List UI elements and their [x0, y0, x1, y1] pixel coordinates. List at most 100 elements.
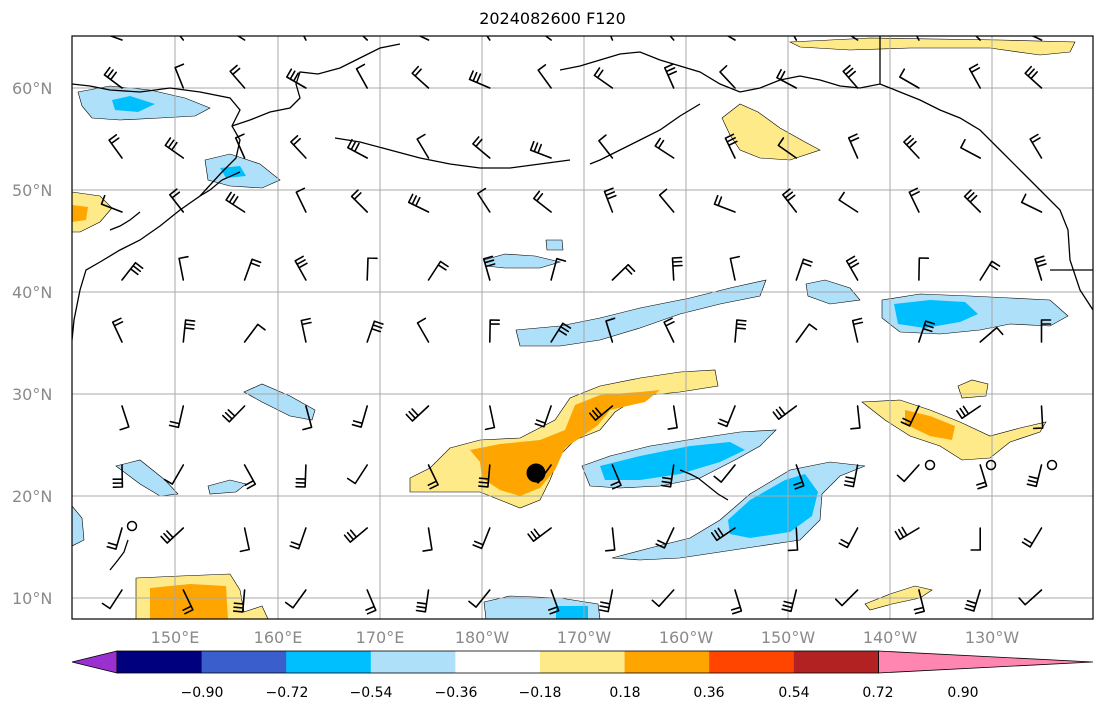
wind-barb	[970, 527, 981, 551]
coast-kurils	[199, 171, 241, 197]
wind-barb	[610, 464, 622, 490]
wind-barb	[1024, 65, 1043, 89]
wind-barb	[838, 191, 859, 213]
lon-label: 180°W	[455, 628, 510, 647]
wind-barb	[729, 255, 740, 281]
wind-barb	[289, 527, 307, 550]
wind-barb	[896, 464, 920, 483]
wind-barb	[598, 134, 614, 159]
negative-anomaly-west-edge	[72, 505, 85, 547]
hawaii-islands	[679, 469, 729, 501]
wind-barb	[849, 36, 859, 41]
wind-barb	[713, 464, 736, 483]
wind-barb	[598, 589, 614, 613]
lat-label: 30°N	[12, 385, 52, 404]
colorbar-label: 0.36	[693, 685, 724, 701]
wind-barb	[477, 187, 491, 213]
lat-label: 50°N	[12, 181, 52, 200]
wind-barb	[782, 188, 798, 213]
coast-asia	[72, 83, 241, 341]
colorbar-label: 0.90	[947, 685, 978, 701]
wind-barb	[346, 464, 368, 485]
wind-barb	[366, 320, 384, 343]
wind-barb	[351, 405, 368, 428]
coast-alaska	[559, 51, 1093, 311]
wind-barb	[106, 527, 123, 550]
wind-barb	[472, 136, 491, 159]
wind-barb	[182, 589, 194, 615]
positive-anomaly-central-core	[470, 390, 660, 496]
negative-anomaly-kamchatka-core	[220, 166, 246, 178]
wind-barb	[534, 405, 552, 428]
wind-barb	[169, 188, 185, 213]
wind-barb	[229, 64, 246, 89]
colorbar-frame	[116, 650, 879, 674]
wind-barb	[300, 317, 312, 343]
wind-barb	[365, 589, 377, 615]
wind-barb	[548, 589, 560, 615]
wind-barb	[979, 260, 1001, 281]
wind-barb	[847, 133, 860, 159]
wind-barb	[915, 36, 920, 41]
wind-barb	[845, 255, 860, 281]
wind-barb	[1031, 36, 1043, 41]
latitude-labels: 60°N 50°N 40°N 30°N 20°N 10°N	[12, 79, 52, 608]
wind-barb	[658, 188, 675, 213]
wind-barb	[664, 63, 677, 89]
wind-barb	[795, 258, 813, 281]
calm-circle	[985, 459, 997, 471]
wind-barb	[734, 319, 747, 343]
colorbar-segment	[709, 651, 795, 673]
wind-barb	[290, 135, 307, 159]
colorbar-segment	[117, 651, 203, 673]
wind-barb	[108, 134, 123, 159]
lat-label: 10°N	[12, 589, 52, 608]
wind-barb	[976, 464, 988, 490]
colorbar-label: −0.18	[519, 685, 562, 701]
wind-barb	[834, 589, 859, 607]
colorbar-segment	[793, 651, 879, 673]
colorbar-segment	[201, 651, 287, 673]
wind-barb	[179, 36, 185, 41]
wind-barb	[974, 36, 981, 41]
wind-barb	[416, 317, 430, 343]
calm-markers	[126, 459, 1058, 532]
wind-barbs	[100, 36, 1052, 615]
calm-circle	[924, 459, 936, 471]
wind-barb	[913, 589, 925, 615]
lon-label: 160°W	[659, 628, 714, 647]
wind-barb	[651, 589, 675, 608]
wind-barb	[100, 194, 123, 213]
wind-barb	[407, 193, 430, 213]
wind-barb	[787, 527, 799, 552]
wind-barb	[234, 133, 246, 159]
wind-barb	[286, 68, 307, 89]
wind-barb	[795, 323, 818, 343]
wind-barb	[415, 589, 430, 613]
wind-barb	[182, 319, 196, 343]
wind-barb	[294, 255, 308, 281]
colorbar	[71, 650, 1094, 674]
wind-barb	[1040, 319, 1052, 343]
wind-barb	[101, 589, 123, 610]
colorbar-extend-high	[878, 650, 1094, 674]
wind-barb	[654, 137, 675, 159]
coast-south-dots	[109, 539, 129, 571]
positive-anomaly-west-core	[72, 205, 88, 222]
wind-barb	[550, 322, 572, 343]
wind-barb	[964, 589, 981, 612]
wind-barb	[843, 464, 859, 488]
wind-barb	[660, 464, 675, 488]
colorbar-label: −0.90	[181, 685, 224, 701]
negative-anomaly-west-mid	[243, 383, 316, 421]
wind-barb	[589, 405, 614, 421]
lon-label: 160°E	[254, 628, 303, 647]
wind-barb	[111, 317, 124, 343]
wind-barb	[103, 66, 123, 89]
wind-barb	[717, 405, 736, 428]
wind-barb	[611, 263, 636, 281]
wind-barb	[593, 67, 614, 89]
wind-barb	[422, 527, 433, 552]
lon-label: 170°W	[557, 628, 612, 647]
wind-barb	[295, 464, 307, 488]
